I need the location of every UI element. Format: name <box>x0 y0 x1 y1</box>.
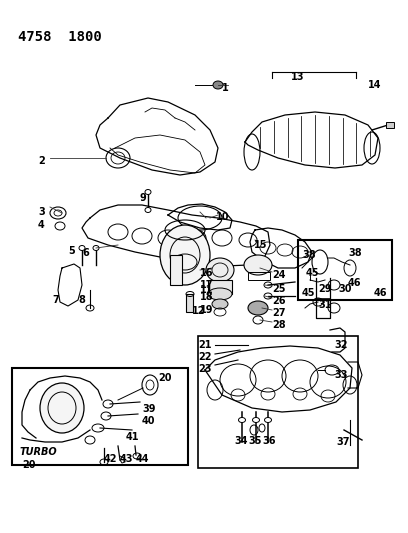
Text: 12: 12 <box>192 306 206 316</box>
Text: 37: 37 <box>336 437 350 447</box>
Bar <box>198 336 358 468</box>
Text: 18: 18 <box>200 292 214 302</box>
Text: 1: 1 <box>222 83 229 93</box>
Bar <box>386 122 394 128</box>
Text: 13: 13 <box>291 72 305 82</box>
Text: 17: 17 <box>200 280 213 290</box>
Text: 22: 22 <box>198 352 211 362</box>
Text: 45: 45 <box>302 288 315 298</box>
Text: 27: 27 <box>272 308 286 318</box>
Ellipse shape <box>264 417 271 423</box>
Text: 19: 19 <box>200 305 213 315</box>
Ellipse shape <box>208 288 232 300</box>
Bar <box>248 272 270 280</box>
Text: 2: 2 <box>38 156 45 166</box>
Text: 39: 39 <box>142 404 155 414</box>
Bar <box>186 294 193 312</box>
Text: 10: 10 <box>216 212 229 222</box>
Ellipse shape <box>244 255 272 275</box>
Ellipse shape <box>145 207 151 213</box>
Text: 32: 32 <box>334 340 348 350</box>
Text: 14: 14 <box>368 80 381 90</box>
Text: 38: 38 <box>302 250 316 260</box>
Text: 15: 15 <box>254 240 268 250</box>
Bar <box>170 255 182 285</box>
Ellipse shape <box>253 417 259 423</box>
Bar <box>12 368 188 465</box>
Text: 34: 34 <box>234 436 248 446</box>
Bar <box>298 240 392 300</box>
Text: 31: 31 <box>318 300 331 310</box>
Text: 21: 21 <box>198 340 211 350</box>
Text: 26: 26 <box>272 296 286 306</box>
Text: 8: 8 <box>78 295 85 305</box>
Ellipse shape <box>145 190 151 195</box>
Ellipse shape <box>212 299 228 309</box>
Text: 38: 38 <box>348 248 361 258</box>
Text: 33: 33 <box>334 370 348 380</box>
Text: 3: 3 <box>38 207 45 217</box>
Text: 5: 5 <box>68 246 75 256</box>
Text: 25: 25 <box>272 284 286 294</box>
Text: 36: 36 <box>262 436 275 446</box>
Ellipse shape <box>206 258 234 282</box>
Text: 41: 41 <box>126 432 140 442</box>
Ellipse shape <box>160 225 210 285</box>
Text: 40: 40 <box>142 416 155 426</box>
Ellipse shape <box>248 301 268 315</box>
Text: 20: 20 <box>22 460 35 470</box>
Text: 4758  1800: 4758 1800 <box>18 30 102 44</box>
Text: 4: 4 <box>38 220 45 230</box>
Ellipse shape <box>79 246 85 251</box>
Text: 35: 35 <box>248 436 262 446</box>
Text: 11: 11 <box>200 285 213 295</box>
Text: 46: 46 <box>374 288 388 298</box>
Text: 23: 23 <box>198 364 211 374</box>
Text: 42: 42 <box>104 454 118 464</box>
Text: 46: 46 <box>348 278 361 288</box>
Text: 28: 28 <box>272 320 286 330</box>
Text: 16: 16 <box>200 268 213 278</box>
Ellipse shape <box>40 383 84 433</box>
Ellipse shape <box>93 246 99 251</box>
Text: 24: 24 <box>272 270 286 280</box>
Text: 30: 30 <box>338 284 352 294</box>
Text: 9: 9 <box>140 193 147 203</box>
Ellipse shape <box>213 81 223 89</box>
Ellipse shape <box>239 417 246 423</box>
Text: 45: 45 <box>306 268 319 278</box>
Text: 6: 6 <box>82 248 89 258</box>
Text: 7: 7 <box>52 295 59 305</box>
Text: 20: 20 <box>158 373 171 383</box>
Text: TURBO: TURBO <box>20 447 58 457</box>
Text: 29: 29 <box>318 284 331 294</box>
Text: 44: 44 <box>136 454 149 464</box>
Text: 43: 43 <box>120 454 133 464</box>
Bar <box>208 280 232 294</box>
